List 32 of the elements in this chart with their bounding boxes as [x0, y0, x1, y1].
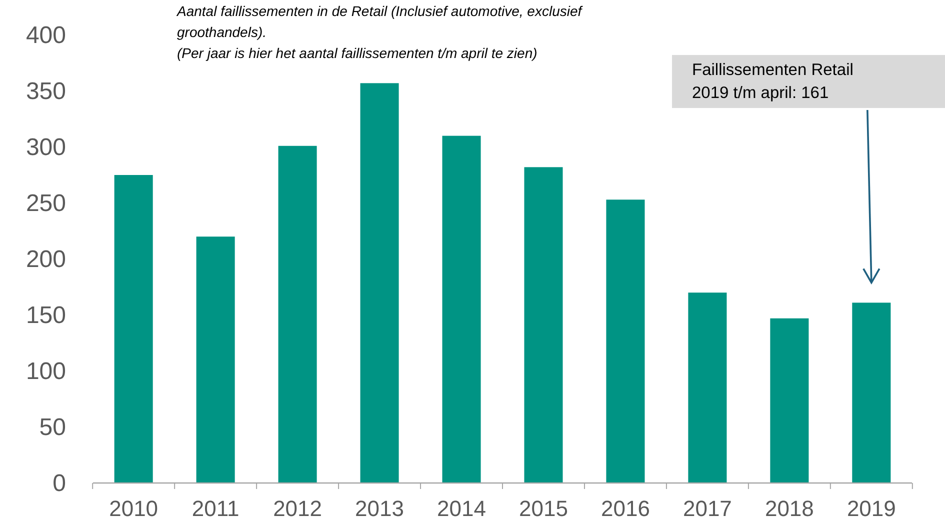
annotation: Faillissementen Retail 2019 t/m april: 161: [692, 61, 854, 102]
chart-title: Aantal faillissementen in de Retail (Inclusief automotive, exclusief groothandels).: [176, 3, 584, 40]
bar: [278, 146, 317, 483]
y-tick-label: 300: [26, 134, 66, 161]
y-tick-label: 100: [26, 358, 66, 385]
y-tick-label: 0: [52, 470, 66, 497]
bar: [852, 302, 891, 483]
y-tick-label: 200: [26, 246, 66, 273]
y-tick-label: 150: [26, 302, 66, 329]
x-tick-label: 2013: [355, 496, 404, 521]
x-tick-label: 2015: [519, 496, 568, 521]
x-tick-label: 2019: [846, 496, 896, 521]
x-tick-label: 2017: [682, 496, 732, 521]
x-tick-label: 2016: [600, 496, 650, 521]
x-tick-label: 2012: [273, 496, 322, 521]
bar: [606, 200, 645, 483]
text: (Per jaar is hier het aantal faillissementen t/m april te zien): [177, 45, 538, 61]
bar: [114, 175, 153, 483]
bar: [770, 318, 809, 483]
y-tick-label: 250: [26, 190, 66, 217]
bar: [360, 83, 399, 483]
y-tick-label: 350: [26, 78, 66, 105]
y-tick-label: 50: [39, 414, 66, 441]
x-tick-label: 2018: [764, 496, 814, 521]
bar: [524, 167, 563, 483]
x-tick-label: 2011: [192, 496, 240, 521]
bar: [688, 292, 727, 483]
x-tick-label: 2014: [437, 496, 486, 521]
y-tick-label: 400: [26, 22, 66, 49]
bar: [442, 136, 481, 483]
bar: [196, 236, 235, 483]
x-tick-label: 2010: [109, 496, 158, 521]
